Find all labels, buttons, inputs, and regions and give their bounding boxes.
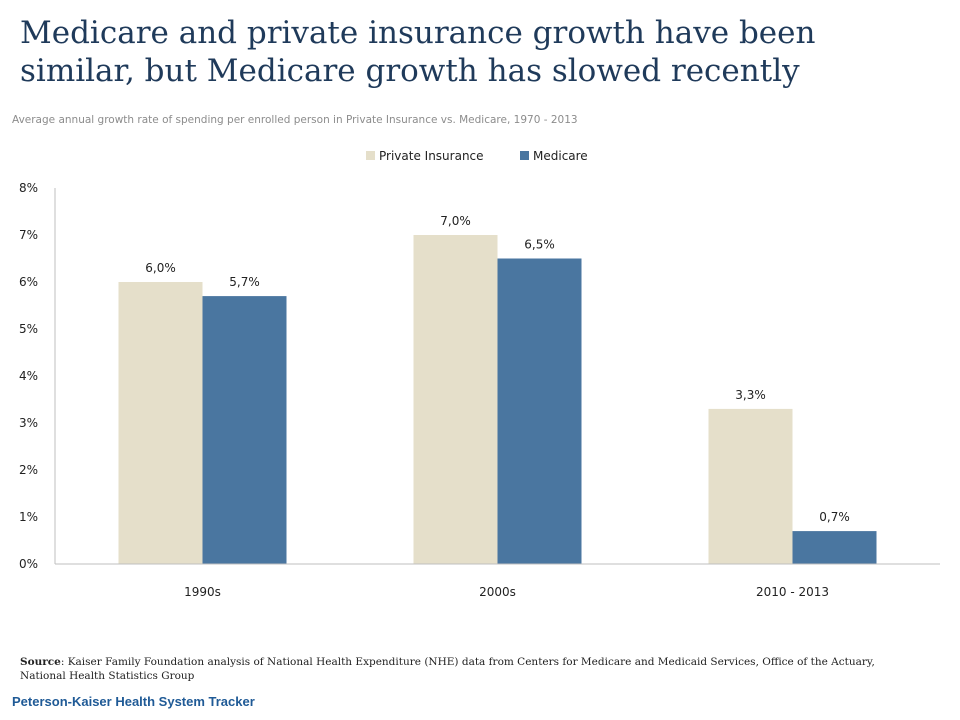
legend-label: Private Insurance: [379, 149, 484, 163]
x-axis: 1990s 2000s 2010 - 2013: [55, 563, 940, 599]
data-label: 3,3%: [735, 388, 766, 402]
bar-private-insurance: [708, 408, 793, 564]
bar-medicare: [202, 296, 287, 564]
y-tick-label: 8%: [19, 181, 38, 195]
bar-private-insurance: [413, 235, 498, 564]
y-tick-label: 4%: [19, 369, 38, 383]
legend-swatch: [366, 151, 375, 160]
legend-swatch: [520, 151, 529, 160]
x-tick-label: 2010 - 2013: [756, 585, 829, 599]
brand-footer: Peterson-Kaiser Health System Tracker: [12, 694, 255, 709]
bar-private-insurance: [118, 282, 203, 564]
data-label: 6,5%: [524, 238, 555, 252]
chart-title-line-1: Medicare and private insurance growth ha…: [20, 15, 816, 51]
source-text: : Kaiser Family Foundation analysis of N…: [20, 656, 875, 682]
data-label: 7,0%: [440, 214, 471, 228]
data-label: 5,7%: [229, 275, 260, 289]
source-label: Source: [20, 656, 61, 668]
y-axis: 0% 1% 2% 3% 4% 5% 6% 7% 8%: [19, 181, 56, 571]
bar-chart: Private Insurance Medicare 0% 1% 2% 3% 4% 5% 6%…: [19, 149, 940, 599]
bars: 6,0% 5,7% 7,0% 6,5% 3,3% 0,7%: [118, 214, 877, 564]
y-tick-label: 5%: [19, 322, 38, 336]
y-tick-label: 6%: [19, 275, 38, 289]
x-tick-label: 1990s: [184, 585, 221, 599]
data-label: 0,7%: [819, 510, 850, 524]
data-label: 6,0%: [145, 261, 176, 275]
bar-medicare: [792, 531, 877, 564]
legend-label: Medicare: [533, 149, 588, 163]
legend: Private Insurance Medicare: [366, 149, 588, 163]
y-tick-label: 0%: [19, 557, 38, 571]
y-tick-label: 1%: [19, 510, 38, 524]
chart-subtitle: Average annual growth rate of spending p…: [12, 114, 578, 126]
y-tick-label: 3%: [19, 416, 38, 430]
y-tick-label: 2%: [19, 463, 38, 477]
chart-title-line-2: similar, but Medicare growth has slowed …: [20, 53, 800, 89]
chart-title: Medicare and private insurance growth ha…: [20, 14, 940, 90]
y-tick-label: 7%: [19, 228, 38, 242]
bar-medicare: [497, 258, 582, 564]
source-note: Source: Kaiser Family Foundation analysi…: [20, 655, 920, 683]
x-tick-label: 2000s: [479, 585, 516, 599]
